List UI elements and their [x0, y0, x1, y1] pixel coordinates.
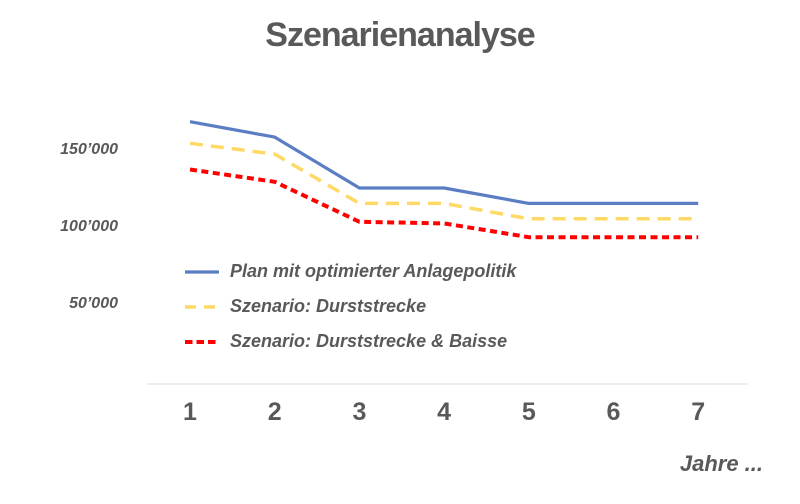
y-axis-label-2: 50’000	[69, 295, 118, 312]
legend-item-durststrecke: Szenario: Durststrecke	[183, 289, 516, 324]
x-axis-tick-7: 7	[691, 398, 706, 426]
legend-item-plan: Plan mit optimierter Anlagepolitik	[183, 254, 516, 289]
series-line-0	[189, 120, 699, 205]
x-axis-tick-1: 1	[183, 398, 197, 426]
legend-label: Plan mit optimierter Anlagepolitik	[230, 261, 517, 281]
legend-swatch-short-dash-icon	[185, 339, 219, 344]
legend-swatch-long-dash-icon	[185, 304, 219, 309]
series-line-2	[189, 167, 699, 240]
legend-item-durststrecke-baisse: Szenario: Durststrecke & Baisse	[183, 324, 516, 359]
chart-title: Szenarienanalyse	[265, 16, 535, 54]
x-axis-tick-5: 5	[521, 398, 536, 426]
y-axis-label-0: 150’000	[60, 141, 118, 158]
y-axis-label-1: 100’000	[60, 218, 118, 235]
legend-label: Szenario: Durststrecke	[230, 296, 427, 316]
series-line-1	[189, 141, 699, 221]
x-axis-tick-6: 6	[606, 398, 621, 426]
x-axis-tick-4: 4	[437, 398, 452, 426]
x-axis-tick-2: 2	[267, 398, 282, 426]
x-axis-tick-3: 3	[352, 398, 367, 426]
legend-label: Szenario: Durststrecke & Baisse	[230, 331, 508, 351]
legend-swatch-solid-line-icon	[185, 269, 219, 274]
legend: Plan mit optimierter Anlagepolitik Szena…	[183, 254, 516, 359]
x-axis-title: Jahre ...	[679, 451, 763, 476]
